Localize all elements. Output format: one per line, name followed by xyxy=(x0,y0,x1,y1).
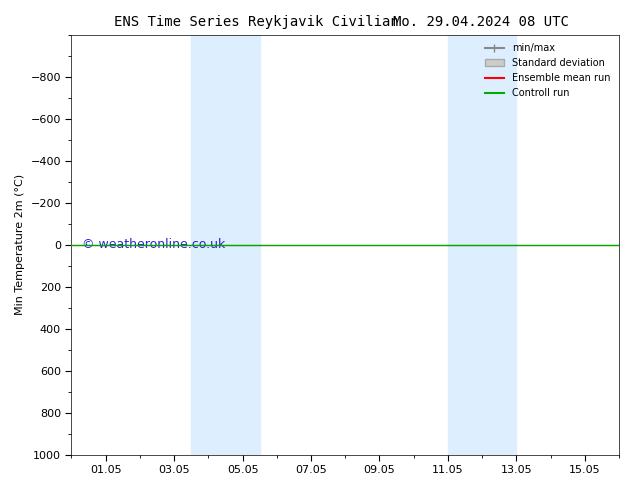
Y-axis label: Min Temperature 2m (°C): Min Temperature 2m (°C) xyxy=(15,174,25,315)
Text: © weatheronline.co.uk: © weatheronline.co.uk xyxy=(82,238,226,251)
Text: Mo. 29.04.2024 08 UTC: Mo. 29.04.2024 08 UTC xyxy=(393,15,569,29)
Bar xyxy=(448,35,516,455)
Bar xyxy=(191,35,260,455)
Text: ENS Time Series Reykjavik Civilian: ENS Time Series Reykjavik Civilian xyxy=(114,15,399,29)
Legend: min/max, Standard deviation, Ensemble mean run, Controll run: min/max, Standard deviation, Ensemble me… xyxy=(481,40,614,102)
